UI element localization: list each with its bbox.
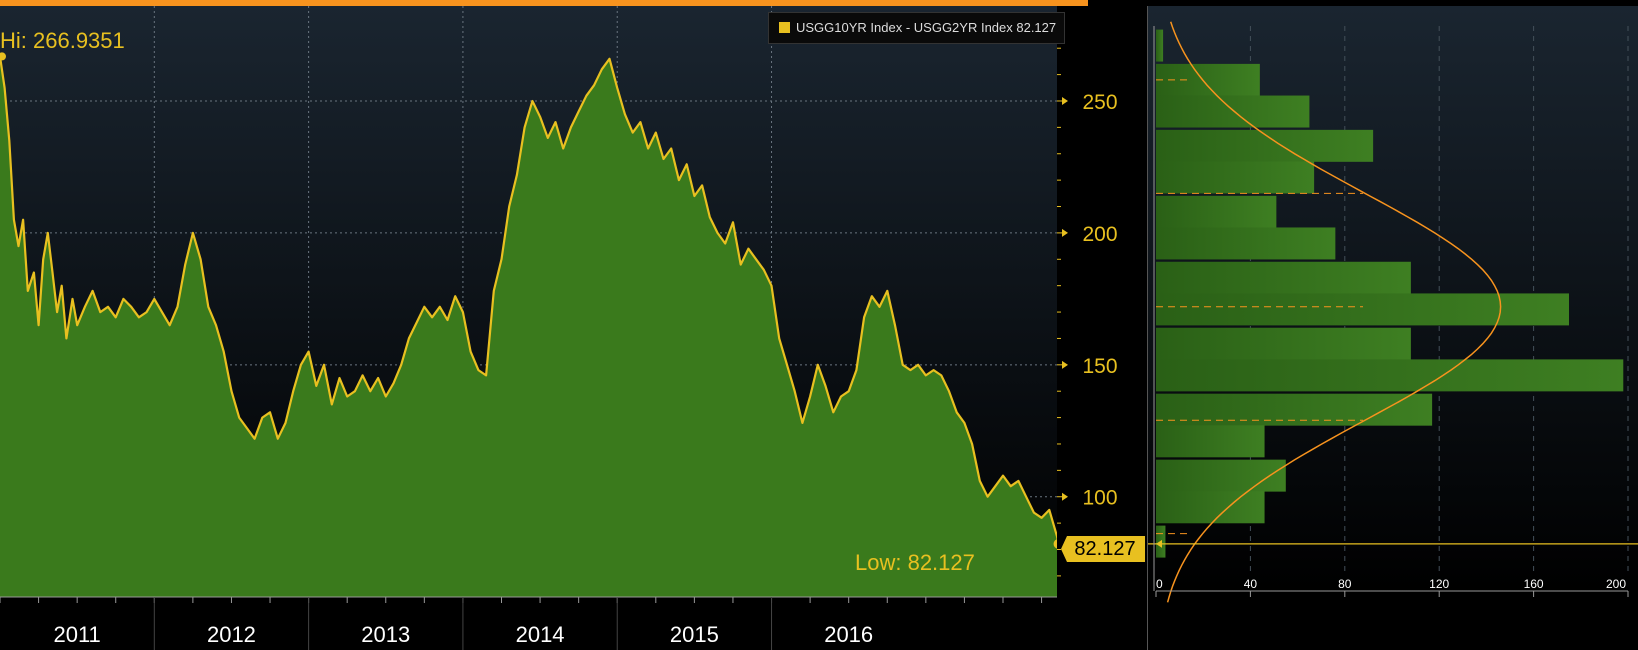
y-tick-label: 200 (1082, 223, 1117, 246)
x-tick-label: 2016 (824, 622, 873, 647)
hist-x-tick-label: 40 (1244, 577, 1258, 591)
y-tick-label: 100 (1082, 487, 1117, 510)
last-value-arrow (1156, 539, 1162, 548)
normal-fit-curve (1166, 21, 1502, 603)
last-value-tag: 82.127 (1061, 536, 1145, 562)
histogram-bar (1156, 261, 1411, 294)
histogram-bar (1156, 327, 1411, 360)
hist-x-tick-label: 160 (1524, 577, 1544, 591)
x-tick-label: 2011 (53, 622, 100, 647)
y-tick-arrow (1062, 492, 1068, 501)
y-tick-arrow (1062, 228, 1068, 237)
histogram-bar (1156, 491, 1265, 524)
hist-x-tick-label: 0 (1156, 577, 1163, 591)
histogram-bar (1156, 425, 1265, 458)
x-tick-label: 2014 (516, 622, 565, 647)
y-tick-arrow (1062, 96, 1068, 105)
histogram-bar (1156, 293, 1569, 326)
histogram-bar (1156, 195, 1277, 228)
y-tick-label: 250 (1082, 91, 1117, 114)
top-accent-bar (0, 0, 1088, 6)
y-tick-arrow (1062, 360, 1068, 369)
chart-legend[interactable]: USGG10YR Index - USGG2YR Index 82.127 (768, 12, 1066, 44)
x-tick-label: 2013 (361, 622, 410, 647)
last-value-text: 82.127 (1074, 538, 1135, 560)
x-tick-label: 2015 (670, 622, 719, 647)
top-bar (0, 0, 1638, 6)
low-annotation: Low: 82.127 (855, 550, 975, 575)
series-line (0, 56, 1060, 545)
histogram-bar (1156, 459, 1286, 492)
histogram-bar (1156, 161, 1315, 194)
histogram-bar (1156, 393, 1433, 426)
histogram-bar (1156, 359, 1624, 392)
legend-swatch (779, 22, 790, 33)
histogram-bar (1156, 29, 1164, 62)
high-point-marker (0, 52, 6, 61)
histogram-bar (1156, 95, 1310, 128)
hist-x-tick-label: 80 (1338, 577, 1352, 591)
y-tick-label: 150 (1082, 355, 1117, 378)
x-tick-label: 2012 (207, 622, 256, 647)
hist-x-tick-label: 120 (1429, 577, 1449, 591)
series-area (0, 56, 1059, 597)
legend-label: USGG10YR Index - USGG2YR Index 82.127 (796, 20, 1057, 35)
histogram-bar (1156, 227, 1336, 260)
high-annotation: Hi: 266.9351 (0, 28, 125, 53)
distribution-histogram: 0 40 80 120 160 200 (1148, 6, 1638, 603)
time-series-chart: 100 150 200 250 2011 2012 2013 2014 2015 2016 (0, 6, 1148, 650)
hist-x-tick-label: 200 (1606, 577, 1626, 591)
